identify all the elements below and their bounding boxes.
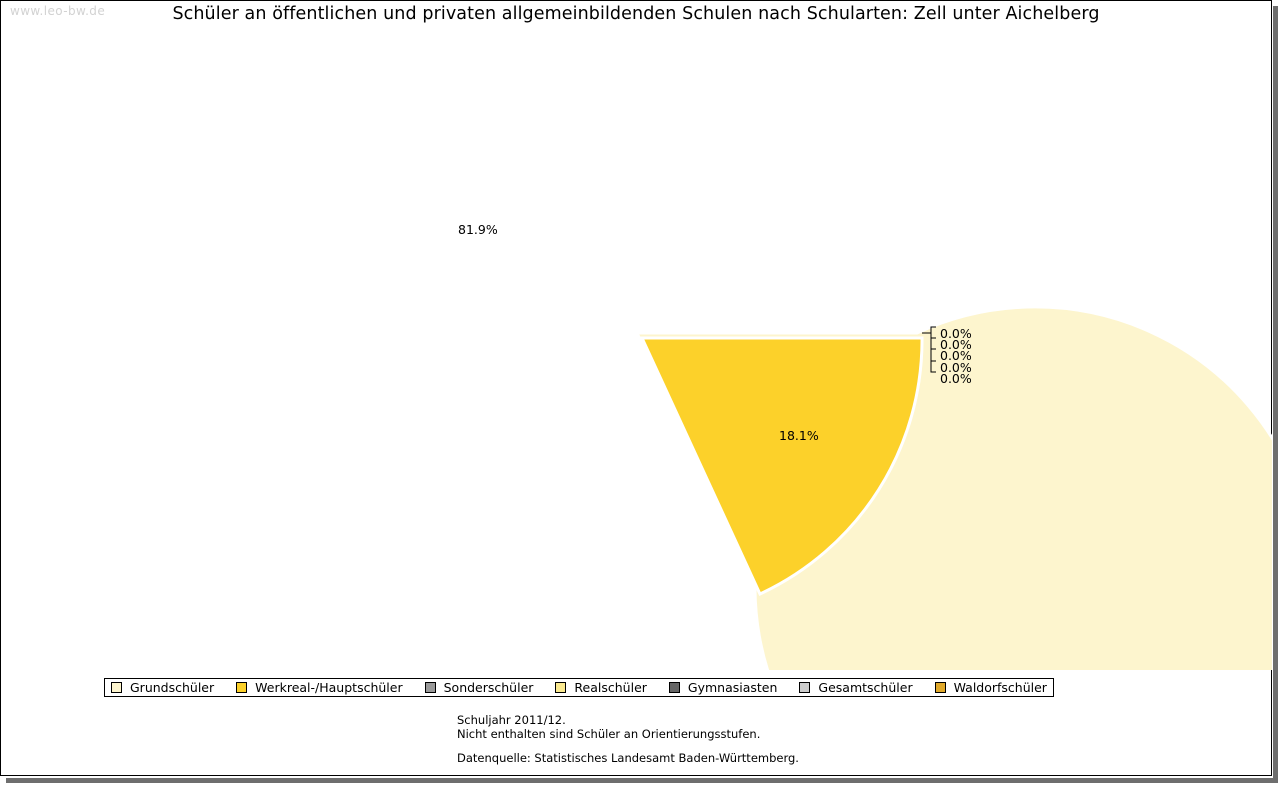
- slice-value-label-werkreal: 18.1%: [779, 428, 819, 443]
- frame-shadow-bottom: [6, 778, 1278, 783]
- legend-swatch-icon: [668, 682, 680, 693]
- pie-chart: 81.9% 18.1% 0.0% 0.0% 0.0% 0.0% 0.0%: [458, 222, 1280, 791]
- legend-swatch-icon: [111, 682, 122, 693]
- legend-item-sonderschueler[interactable]: Sonderschüler: [424, 680, 556, 695]
- legend-item-label: Waldorfschüler: [953, 680, 1047, 695]
- slice-value-label-sonderschueler: 0.0%: [940, 326, 972, 341]
- chart-legend: Grundschüler Werkreal-/Hauptschüler Sond…: [104, 678, 1054, 697]
- chart-footnotes: Schuljahr 2011/12. Nicht enthalten sind …: [457, 713, 799, 765]
- watermark: www.leo-bw.de: [10, 4, 106, 18]
- footnote-datenquelle: Datenquelle: Statistisches Landesamt Bad…: [457, 751, 799, 765]
- legend-item-gymnasiasten[interactable]: Gymnasiasten: [668, 680, 800, 695]
- legend-item-waldorfschueler[interactable]: Waldorfschüler: [934, 680, 1047, 695]
- legend-item-label: Gesamtschüler: [818, 680, 913, 695]
- callout-leader-lines: [922, 326, 936, 373]
- slice-value-label-grundschueler: 81.9%: [458, 222, 498, 237]
- legend-item-label: Sonderschüler: [443, 680, 534, 695]
- slice-value-label-gymnasiasten: 0.0%: [940, 348, 972, 363]
- legend-swatch-icon: [424, 682, 436, 693]
- legend-item-label: Werkreal-/Hauptschüler: [255, 680, 403, 695]
- legend-item-grundschueler[interactable]: Grundschüler: [111, 680, 236, 695]
- legend-item-realschueler[interactable]: Realschüler: [555, 680, 668, 695]
- slice-value-label-waldorfschueler: 0.0%: [940, 371, 972, 386]
- legend-item-label: Realschüler: [574, 680, 647, 695]
- footnote-schuljahr: Schuljahr 2011/12.: [457, 713, 566, 727]
- legend-item-werkreal-hauptschueler[interactable]: Werkreal-/Hauptschüler: [236, 680, 424, 695]
- legend-swatch-icon: [934, 682, 946, 693]
- legend-swatch-icon: [236, 682, 248, 693]
- legend-swatch-icon: [799, 682, 811, 693]
- legend-swatch-icon: [555, 682, 567, 693]
- footnote-spacer: [457, 741, 799, 751]
- legend-item-label: Gymnasiasten: [687, 680, 778, 695]
- legend-item-gesamtschueler[interactable]: Gesamtschüler: [799, 680, 934, 695]
- pie-svg: [637, 306, 1280, 791]
- frame-shadow-right: [1273, 6, 1278, 783]
- footnote-orientierungsstufen: Nicht enthalten sind Schüler an Orientie…: [457, 727, 761, 741]
- pie-slice-werkreal-hauptschueler[interactable]: [639, 336, 924, 596]
- page-title: Schüler an öffentlichen und privaten all…: [172, 4, 1100, 24]
- slice-value-label-realschueler: 0.0%: [940, 337, 972, 352]
- slice-value-label-gesamtschueler: 0.0%: [940, 360, 972, 375]
- legend-item-label: Grundschüler: [130, 680, 215, 695]
